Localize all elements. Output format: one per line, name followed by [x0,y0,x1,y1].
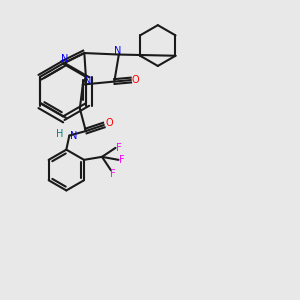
Text: N: N [70,130,77,141]
Text: F: F [119,155,125,165]
Text: N: N [84,76,91,86]
Text: O: O [131,75,139,85]
Text: F: F [116,143,122,153]
Text: O: O [105,118,113,128]
Text: F: F [110,169,115,179]
Text: N: N [61,54,68,64]
Text: N: N [114,46,121,56]
Text: H: H [56,129,63,139]
